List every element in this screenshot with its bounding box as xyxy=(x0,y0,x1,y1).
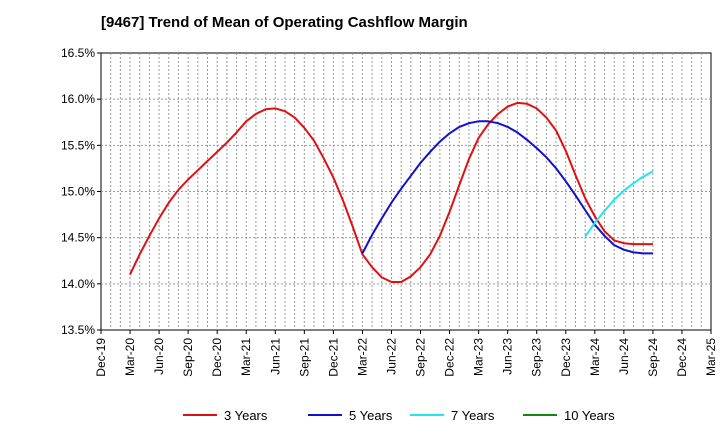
x-axis-ticks: Dec-19 Mar-20 Jun-20 Sep-20 Dec-20 Mar-21 Jun-… xyxy=(94,330,718,377)
horizontal-gridlines xyxy=(101,98,711,285)
legend-label: 7 Years xyxy=(451,408,495,423)
x-tick-label: Dec-23 xyxy=(559,338,573,377)
y-axis-ticks: 13.5% 14.0% 14.5% 15.0% 15.5% 16.0% 16.5% xyxy=(61,46,101,337)
x-tick-label: Mar-23 xyxy=(472,338,486,376)
y-tick-label: 15.0% xyxy=(61,185,95,199)
chart-title: [9467] Trend of Mean of Operating Cashfl… xyxy=(101,14,468,31)
x-tick-label: Dec-19 xyxy=(94,338,108,377)
x-tick-label: Jun-23 xyxy=(501,338,515,375)
x-tick-label: Mar-21 xyxy=(239,338,253,376)
y-tick-label: 16.5% xyxy=(61,46,95,60)
x-tick-label: Dec-22 xyxy=(443,338,457,377)
series-line-5-years xyxy=(361,120,653,255)
legend-label: 5 Years xyxy=(349,408,393,423)
y-tick-label: 16.0% xyxy=(61,92,95,106)
x-tick-label: Jun-21 xyxy=(268,338,282,375)
x-tick-label: Jun-22 xyxy=(384,338,398,375)
legend: 3 Years 5 Years 7 Years 10 Years xyxy=(183,408,615,423)
x-tick-label: Mar-24 xyxy=(588,338,602,376)
x-tick-label: Jun-24 xyxy=(617,338,631,375)
x-tick-label: Mar-25 xyxy=(704,338,718,376)
x-tick-label: Dec-24 xyxy=(675,338,689,377)
x-tick-label: Dec-20 xyxy=(210,338,224,377)
x-tick-label: Mar-20 xyxy=(123,338,137,376)
x-tick-label: Sep-21 xyxy=(297,338,311,377)
y-tick-label: 14.0% xyxy=(61,277,95,291)
legend-label: 10 Years xyxy=(564,408,615,423)
y-tick-label: 15.5% xyxy=(61,138,95,152)
x-tick-label: Jun-20 xyxy=(152,338,166,375)
series-line-3-years xyxy=(129,101,653,283)
y-tick-label: 13.5% xyxy=(61,323,95,337)
series-line-7-years xyxy=(584,170,654,238)
x-tick-label: Dec-21 xyxy=(326,338,340,377)
x-tick-label: Sep-20 xyxy=(181,338,195,377)
y-tick-label: 14.5% xyxy=(61,231,95,245)
legend-label: 3 Years xyxy=(224,408,268,423)
x-tick-label: Sep-23 xyxy=(530,338,544,377)
x-tick-label: Sep-24 xyxy=(646,338,660,377)
x-tick-label: Mar-22 xyxy=(355,338,369,376)
x-tick-label: Sep-22 xyxy=(414,338,428,377)
series-lines xyxy=(129,101,654,283)
